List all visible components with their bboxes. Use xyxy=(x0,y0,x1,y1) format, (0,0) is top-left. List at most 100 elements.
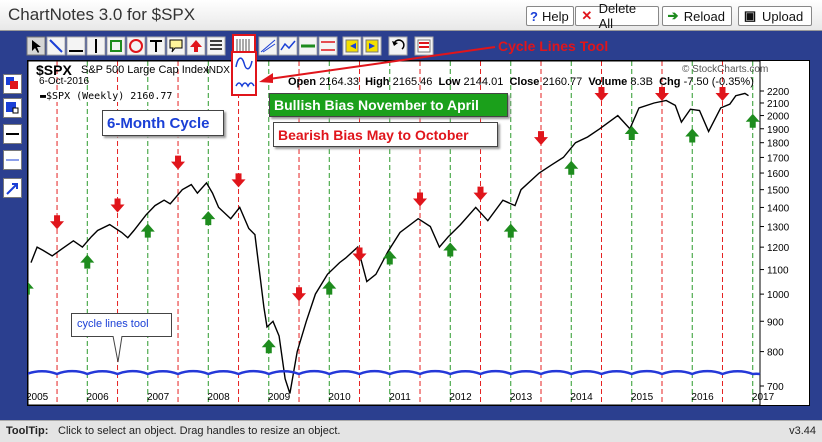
properties-tool[interactable] xyxy=(414,36,434,56)
arrow-style-icon xyxy=(6,183,18,195)
callout-tool[interactable] xyxy=(166,36,186,56)
move-back-tool[interactable] xyxy=(342,36,362,56)
move-forward-tool[interactable] xyxy=(362,36,382,56)
fibonacci-tool[interactable] xyxy=(258,36,278,56)
cycle-lines-icon xyxy=(236,39,250,53)
upload-icon: ▣ xyxy=(743,8,757,23)
color-palette-icon xyxy=(6,77,18,89)
upload-label: Upload xyxy=(762,8,804,24)
bearish-arrow-icon xyxy=(231,173,246,188)
bearish-arrow-icon xyxy=(473,186,488,201)
bullish-arrow-icon xyxy=(624,125,639,140)
bearish-arrow-icon xyxy=(352,247,367,262)
y-tick-label: 900 xyxy=(767,317,784,328)
six-month-cycle-note[interactable]: 6-Month Cycle xyxy=(102,110,224,136)
color-tool[interactable] xyxy=(3,74,22,94)
bullish-arrow-icon xyxy=(382,250,397,265)
bearish-arrow-icon xyxy=(534,131,549,146)
y-tick-label: 2000 xyxy=(767,112,790,123)
channel-tool[interactable] xyxy=(298,36,318,56)
bullish-arrow-icon xyxy=(201,211,216,226)
pointer-tool[interactable] xyxy=(26,36,46,56)
bearish-arrow-icon xyxy=(413,192,428,207)
help-button[interactable]: ? Help xyxy=(526,6,574,26)
high-label: High xyxy=(365,76,390,88)
chart-area[interactable]: 700 800 900 1000 1100 1200 1300 1400 1500 1600 170… xyxy=(27,60,810,406)
x-tick-label: 2016 xyxy=(691,392,714,403)
y-tick-label: 2200 xyxy=(767,87,790,98)
close-label: Close xyxy=(509,76,540,88)
upload-button[interactable]: ▣ Upload xyxy=(738,6,812,26)
cycle-tool-popup[interactable] xyxy=(231,51,257,96)
arrow-style-tool[interactable] xyxy=(3,178,22,198)
price-chart[interactable]: 700 800 900 1000 1100 1200 1300 1400 1500 1600 170… xyxy=(28,61,809,405)
bullish-bias-note[interactable]: Bullish Bias November to April xyxy=(269,93,508,117)
y-tick-label: 2100 xyxy=(767,99,790,110)
chart-symbol: $SPX xyxy=(36,62,72,78)
trendline-tool[interactable] xyxy=(46,36,66,56)
ellipse-tool[interactable] xyxy=(126,36,146,56)
x-tick-label: 2011 xyxy=(389,392,411,403)
line-width-icon xyxy=(6,133,19,135)
arrow-right-small-icon xyxy=(369,43,375,49)
delete-all-button[interactable]: ✕ Delete All xyxy=(575,1,659,31)
sine-wave-icon[interactable] xyxy=(235,57,253,70)
undo-tool[interactable] xyxy=(388,36,408,56)
chart-name: S&P 500 Large Cap Index xyxy=(81,64,209,76)
measure-icon xyxy=(321,41,335,51)
question-icon: ? xyxy=(530,8,538,24)
reload-label: Reload xyxy=(683,8,725,24)
tooltip-text: Click to select an object. Drag handles … xyxy=(58,425,341,437)
version-label: v3.44 xyxy=(789,425,816,437)
bullish-arrow-icon xyxy=(564,160,579,175)
bearish-arrow-icon xyxy=(110,198,125,213)
rectangle-tool[interactable] xyxy=(106,36,126,56)
lines-tool[interactable] xyxy=(206,36,226,56)
open-value: 2164.33 xyxy=(319,76,359,88)
ohlc-readout: Open 2164.33 High 2165.46 Low 2144.01 Cl… xyxy=(288,76,754,88)
help-label: Help xyxy=(541,8,569,24)
y-tick-label: 800 xyxy=(767,348,784,359)
cycle-lines-tool-callout[interactable]: cycle lines tool xyxy=(71,313,172,337)
bearish-arrow-icon xyxy=(594,87,609,101)
x-tick-label: 2007 xyxy=(147,392,170,403)
up-arrow-tool[interactable] xyxy=(186,36,206,56)
delete-all-label: Delete All xyxy=(598,1,637,31)
bullish-arrow-icon xyxy=(80,254,95,269)
text-tool[interactable] xyxy=(146,36,166,56)
line-style-icon xyxy=(6,159,19,161)
line-style-tool[interactable] xyxy=(3,150,22,170)
x-tick-label: 2014 xyxy=(570,392,593,403)
line-width-tool[interactable] xyxy=(3,124,22,144)
chg-value: -7.50 (-0.35%) xyxy=(683,76,754,88)
bullish-arrow-icon xyxy=(322,280,337,295)
y-tick-label: 1600 xyxy=(767,169,790,180)
chart-date: 6-Oct-2016 xyxy=(39,76,90,87)
arrow-up-icon xyxy=(190,40,202,52)
low-label: Low xyxy=(438,76,461,88)
x-tick-label: 2006 xyxy=(86,392,109,403)
reload-button[interactable]: ➔ Reload xyxy=(662,6,732,26)
text-icon xyxy=(150,40,162,52)
bearish-bias-note[interactable]: Bearish Bias May to October xyxy=(273,122,498,147)
rectangle-icon xyxy=(110,40,122,52)
fill-tool[interactable] xyxy=(3,98,22,118)
cycle-arc-icon[interactable] xyxy=(235,82,255,88)
hline-tool[interactable] xyxy=(66,36,86,56)
x-tick-label: 2008 xyxy=(207,392,230,403)
x-tick-label: 2015 xyxy=(631,392,654,403)
y-tick-label: 1400 xyxy=(767,203,790,214)
fill-icon xyxy=(6,102,19,114)
cycle-arcs[interactable] xyxy=(28,369,761,376)
bullish-arrow-icon xyxy=(140,223,155,238)
x-icon: ✕ xyxy=(581,8,593,23)
cycle-tool-pointer-arrow xyxy=(259,46,496,83)
tooltip-label: ToolTip: xyxy=(6,425,49,437)
vline-tool[interactable] xyxy=(86,36,106,56)
bullish-arrow-icon xyxy=(503,223,518,238)
chart-source: © StockCharts.com xyxy=(682,64,769,75)
measure-tool[interactable] xyxy=(318,36,338,56)
zigzag-tool[interactable] xyxy=(278,36,298,56)
high-value: 2165.46 xyxy=(392,76,433,88)
zigzag-icon xyxy=(280,40,296,51)
